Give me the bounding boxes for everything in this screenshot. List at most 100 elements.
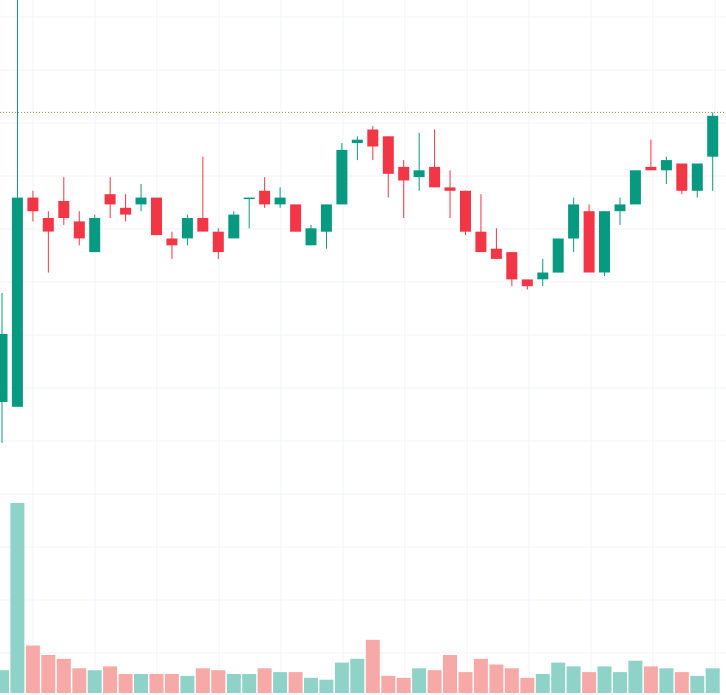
candle (0, 292, 8, 443)
volume-bar (504, 668, 519, 693)
candle-body (89, 218, 101, 253)
volume-bars (0, 503, 720, 693)
candle (27, 190, 39, 222)
volume-bar (103, 666, 118, 693)
candle (166, 231, 178, 259)
volume-bar (164, 674, 179, 693)
candle-body (243, 197, 255, 200)
candle (444, 170, 456, 219)
candle (568, 197, 580, 253)
candle-body (429, 166, 441, 188)
candle-body (506, 252, 518, 280)
volume-bar (613, 672, 627, 693)
candle-body (645, 166, 657, 171)
candle (228, 211, 240, 239)
volume-bar (381, 675, 396, 693)
candle-body (228, 214, 240, 239)
candle-body (181, 218, 193, 239)
volume-bar (226, 674, 241, 693)
candle-body (660, 160, 672, 171)
volume-bar (211, 670, 226, 693)
candle-body (135, 197, 147, 205)
candle (398, 160, 410, 219)
candle-body (259, 190, 271, 205)
candle-body (460, 190, 471, 232)
volume-bar (25, 645, 40, 693)
candles (0, 0, 719, 443)
volume-bar (118, 674, 133, 693)
volume-bar (582, 672, 597, 693)
candle (351, 136, 363, 161)
candle-body (42, 218, 54, 232)
volume-bar (365, 639, 380, 693)
candle (305, 224, 317, 246)
candle (614, 197, 626, 225)
candle-body (305, 228, 317, 246)
candle (58, 177, 70, 225)
volume-bar (705, 668, 720, 693)
candle-body (336, 149, 348, 205)
candle (243, 197, 255, 229)
volume-bar (520, 677, 535, 693)
candle (197, 156, 209, 232)
candle (11, 0, 23, 407)
volume-bar (473, 658, 488, 693)
candle-body (197, 218, 209, 232)
volume-bar (350, 658, 365, 693)
volume-bar (412, 668, 427, 693)
candle (212, 228, 224, 259)
candle (660, 156, 672, 184)
candle-body (521, 279, 533, 287)
volume-bar (489, 664, 504, 693)
candle-body (676, 163, 688, 191)
volume-bar (643, 666, 658, 693)
volume-bar (319, 679, 334, 693)
candle-body (398, 166, 410, 181)
candle-body (120, 207, 132, 215)
candle-body (707, 115, 719, 157)
candle (151, 197, 162, 236)
volume-bar (551, 662, 566, 693)
volume-bar (458, 672, 473, 693)
candle (460, 190, 471, 236)
candle-body (583, 211, 595, 273)
candle (89, 214, 101, 253)
volume-bar (0, 670, 9, 693)
candle-body (166, 238, 178, 246)
candle (629, 170, 641, 205)
candle-body (691, 163, 703, 191)
candle-body (58, 201, 70, 218)
candle (707, 112, 719, 191)
candle-body (104, 194, 116, 205)
candle-body (11, 197, 23, 407)
candle (537, 258, 549, 287)
candle (521, 279, 533, 290)
candle-body (629, 170, 641, 205)
volume-bar (674, 672, 689, 693)
candle-body (537, 272, 549, 280)
volume-bar (443, 655, 457, 693)
candle-body (212, 231, 224, 253)
candle-body (151, 197, 162, 236)
candle (599, 211, 610, 276)
candle-body (367, 129, 379, 147)
candle (506, 252, 518, 287)
volume-bar (41, 655, 56, 693)
volume-bar (334, 662, 349, 693)
volume-bar (566, 666, 581, 693)
candle-body (351, 139, 363, 144)
volume-bar (242, 674, 257, 693)
volume-bar (288, 672, 303, 693)
candle (475, 194, 487, 253)
candle (336, 143, 348, 205)
candle (42, 211, 54, 273)
candle-body (614, 204, 626, 212)
candle-body (568, 204, 580, 239)
candle-body (320, 204, 332, 232)
volume-bar (134, 674, 148, 693)
candle (259, 177, 271, 208)
candle (382, 136, 394, 198)
volume-bar (180, 675, 195, 693)
